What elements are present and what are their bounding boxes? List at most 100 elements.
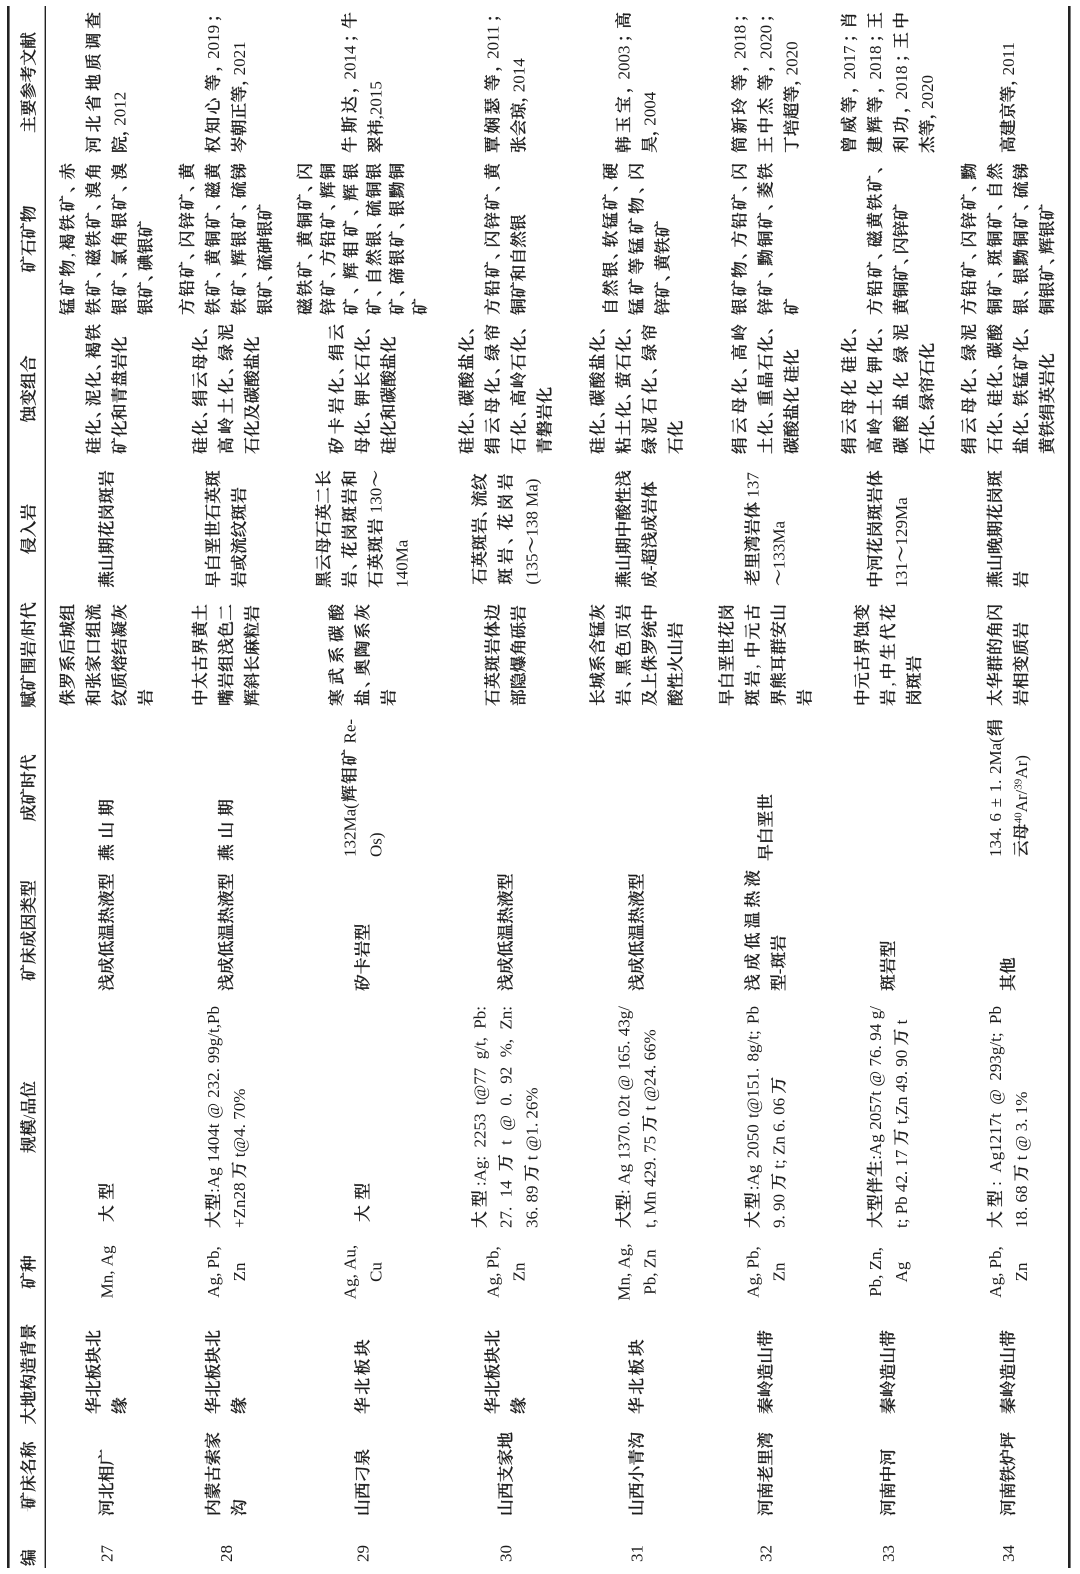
svg-text:76.: 76. <box>866 1045 885 1066</box>
svg-text:Ag,: Ag, <box>340 1274 359 1299</box>
svg-text:-: - <box>640 565 659 571</box>
svg-text::Ag:: :Ag: <box>470 1156 489 1186</box>
svg-text:2Ma(: 2Ma( <box>986 737 1005 774</box>
svg-text:429.: 429. <box>640 1157 659 1187</box>
svg-text:t;: t; <box>892 1219 911 1228</box>
svg-text:Pb: Pb <box>986 1006 1005 1024</box>
svg-text:75: 75 <box>640 1136 659 1153</box>
svg-text:Zn,: Zn, <box>866 1247 885 1270</box>
svg-text:Ma): Ma) <box>522 479 541 507</box>
svg-text:,: , <box>879 682 898 686</box>
svg-text:,: , <box>743 664 762 668</box>
svg-text:Zn: Zn <box>769 1136 788 1155</box>
svg-text:1370.: 1370. <box>614 1121 633 1159</box>
svg-text:t: t <box>1012 1155 1031 1160</box>
svg-text:Pb,: Pb, <box>743 1246 762 1268</box>
svg-text:@: @ <box>1012 1136 1031 1152</box>
svg-text:Mn,: Mn, <box>97 1271 116 1299</box>
svg-text:t;: t; <box>769 1159 788 1168</box>
svg-text:Zn: Zn <box>640 1249 659 1268</box>
svg-text:Au,: Au, <box>340 1245 359 1270</box>
svg-text:26%: 26% <box>522 1087 541 1118</box>
svg-text:t: t <box>640 1106 659 1111</box>
svg-text:9.: 9. <box>769 1215 788 1228</box>
svg-text:2019: 2019 <box>204 25 223 59</box>
svg-text:%,: %, <box>496 1039 515 1057</box>
svg-text:Zn:: Zn: <box>496 1006 515 1030</box>
svg-text:Zn: Zn <box>1012 1262 1031 1281</box>
svg-text:Zn: Zn <box>230 1262 249 1281</box>
svg-text:130: 130 <box>366 488 385 514</box>
svg-text:t: t <box>496 1140 515 1145</box>
svg-text:0.: 0. <box>496 1093 515 1106</box>
svg-text:17: 17 <box>892 1149 911 1167</box>
svg-text:27.: 27. <box>496 1207 515 1228</box>
svg-text:6.: 6. <box>769 1119 788 1132</box>
svg-text:2003: 2003 <box>614 46 633 80</box>
svg-text:2011: 2011 <box>483 26 502 59</box>
svg-text:2017: 2017 <box>840 45 859 80</box>
svg-text:43g/: 43g/ <box>614 1006 633 1036</box>
svg-text:Ar): Ar) <box>1012 755 1031 779</box>
svg-text:133Ma: 133Ma <box>769 520 788 569</box>
svg-text:+Zn28: +Zn28 <box>230 1183 249 1228</box>
svg-text:t@4.: t@4. <box>230 1124 249 1157</box>
svg-text:42.: 42. <box>892 1171 911 1192</box>
svg-text:t,: t, <box>640 1219 659 1228</box>
svg-text:2253: 2253 <box>470 1114 489 1148</box>
svg-text:1%: 1% <box>1012 1092 1031 1115</box>
svg-text:14: 14 <box>496 1180 515 1198</box>
svg-text:49.: 49. <box>892 1071 911 1092</box>
svg-text:2020: 2020 <box>782 41 801 75</box>
svg-text:Ag,: Ag, <box>614 1243 633 1268</box>
svg-text:/: / <box>19 1114 38 1119</box>
svg-text:2050: 2050 <box>743 1124 762 1158</box>
svg-text:Pb,: Pb, <box>986 1246 1005 1268</box>
svg-text:8g/t;: 8g/t; <box>743 1030 762 1061</box>
svg-text:Pb,: Pb, <box>866 1275 885 1297</box>
svg-text:@: @ <box>204 1103 223 1119</box>
svg-text:27: 27 <box>97 1545 116 1563</box>
svg-text:293g/t;: 293g/t; <box>986 1032 1005 1080</box>
svg-text:18.: 18. <box>1012 1207 1031 1228</box>
svg-text:1404t: 1404t <box>204 1123 223 1162</box>
svg-text:89: 89 <box>522 1186 541 1203</box>
svg-text:129Ma: 129Ma <box>892 497 911 546</box>
svg-text:t: t <box>892 1019 911 1024</box>
svg-text:t@77: t@77 <box>470 1067 489 1105</box>
svg-text:140Ma: 140Ma <box>392 539 411 588</box>
svg-text:t: t <box>522 1155 541 1160</box>
svg-text:132Ma(: 132Ma( <box>340 803 359 857</box>
svg-text:06: 06 <box>769 1098 788 1115</box>
svg-text:92: 92 <box>496 1067 515 1084</box>
svg-text:@: @ <box>614 1075 633 1091</box>
svg-text:±: ± <box>986 798 1005 807</box>
svg-text:94: 94 <box>866 1023 885 1040</box>
svg-text:2011: 2011 <box>999 42 1018 75</box>
svg-text:2004: 2004 <box>640 91 659 126</box>
svg-text:Pb: Pb <box>892 1196 911 1214</box>
svg-text:6: 6 <box>986 813 1005 822</box>
svg-text:@1.: @1. <box>522 1123 541 1151</box>
svg-text:Cu: Cu <box>366 1262 385 1282</box>
svg-text:2012: 2012 <box>110 92 129 126</box>
svg-text:Pb,: Pb, <box>483 1246 502 1268</box>
svg-text:131: 131 <box>892 562 911 588</box>
svg-text:40: 40 <box>1012 812 1024 824</box>
svg-text:32: 32 <box>756 1545 775 1562</box>
svg-text:90: 90 <box>892 1050 911 1067</box>
svg-text:70%: 70% <box>230 1089 249 1120</box>
svg-text::Ag: :Ag <box>866 1134 885 1160</box>
svg-text:90: 90 <box>769 1194 788 1211</box>
svg-text:Ag,: Ag, <box>483 1273 502 1298</box>
svg-text:Re-: Re- <box>340 719 359 744</box>
svg-text:,: , <box>58 253 77 257</box>
svg-text:99g/t,Pb: 99g/t,Pb <box>204 1006 223 1063</box>
svg-text:2018: 2018 <box>892 66 911 100</box>
svg-text:Pb,: Pb, <box>204 1246 223 1268</box>
svg-text:,2015: ,2015 <box>366 81 385 119</box>
svg-text:34: 34 <box>999 1545 1018 1563</box>
svg-text:t@151.: t@151. <box>743 1068 762 1118</box>
svg-text::Ag: :Ag <box>743 1164 762 1190</box>
svg-text:Ag1217t: Ag1217t <box>986 1113 1005 1173</box>
